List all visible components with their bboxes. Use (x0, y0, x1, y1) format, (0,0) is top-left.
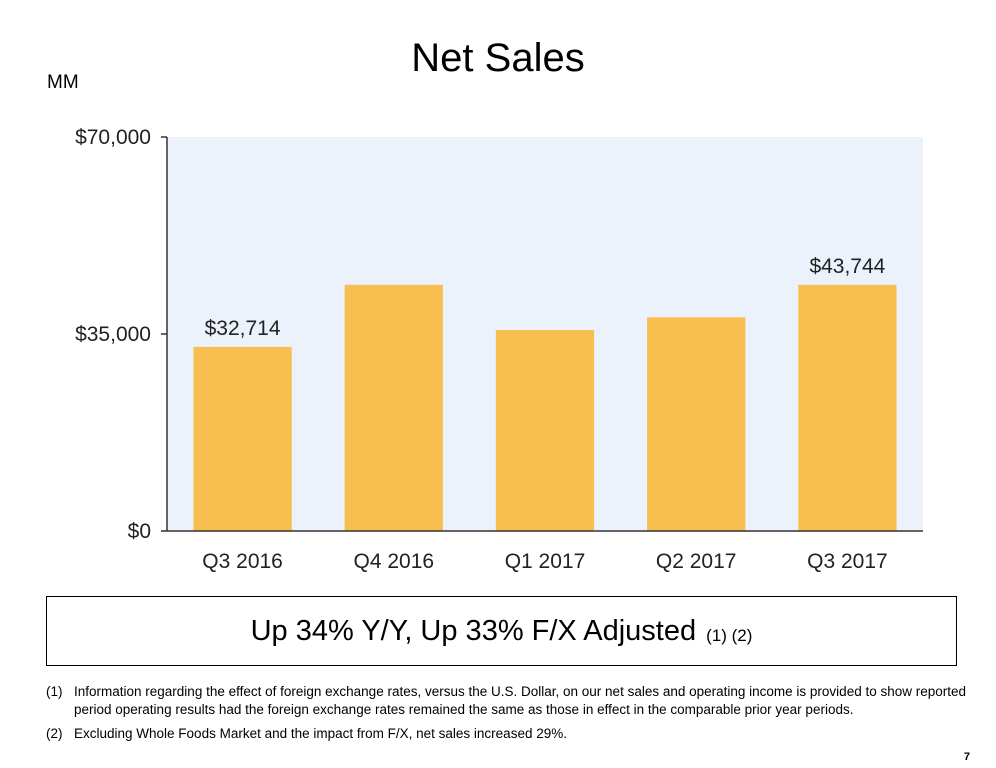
footnote-text: Excluding Whole Foods Market and the imp… (74, 726, 567, 741)
page-title: Net Sales (411, 36, 585, 80)
x-tick-label: Q1 2017 (505, 550, 586, 573)
footnote-number: (1) (46, 684, 63, 699)
y-tick-label: $0 (128, 520, 151, 543)
footnote-1: (1) Information regarding the effect of … (46, 683, 986, 719)
x-tick-label: Q3 2017 (807, 550, 888, 573)
footnotes: (1) Information regarding the effect of … (46, 683, 986, 749)
bar-q4-2016 (344, 284, 443, 531)
growth-callout-text: Up 34% Y/Y, Up 33% F/X Adjusted (250, 614, 697, 647)
data-label: $43,744 (809, 255, 885, 278)
bar-q2-2017 (647, 317, 746, 531)
page-number: 7 (963, 751, 970, 763)
x-tick-label: Q3 2016 (202, 550, 283, 573)
x-tick-label: Q4 2016 (354, 550, 435, 573)
net-sales-bar-chart: Q3 2016 $32,714 Q4 2016 Q1 2017 Q2 2017 Q3 20… (75, 126, 923, 573)
unit-label: MM (47, 72, 79, 93)
growth-callout-box: Up 34% Y/Y, Up 33% F/X Adjusted (1) (2) (46, 596, 957, 666)
footnote-text: Information regarding the effect of fore… (74, 684, 967, 717)
bar-q3-2016 (193, 346, 292, 531)
y-tick-label: $70,000 (75, 126, 151, 149)
x-tick-label: Q2 2017 (656, 550, 737, 573)
growth-callout-footnote-refs: (1) (2) (706, 626, 753, 645)
bar-q3-2017 (798, 284, 897, 531)
data-label: $32,714 (205, 317, 281, 340)
bar-q1-2017 (495, 329, 595, 531)
footnote-2: (2) Excluding Whole Foods Market and the… (46, 725, 986, 743)
y-tick-label: $35,000 (75, 323, 151, 346)
footnote-number: (2) (46, 726, 63, 741)
